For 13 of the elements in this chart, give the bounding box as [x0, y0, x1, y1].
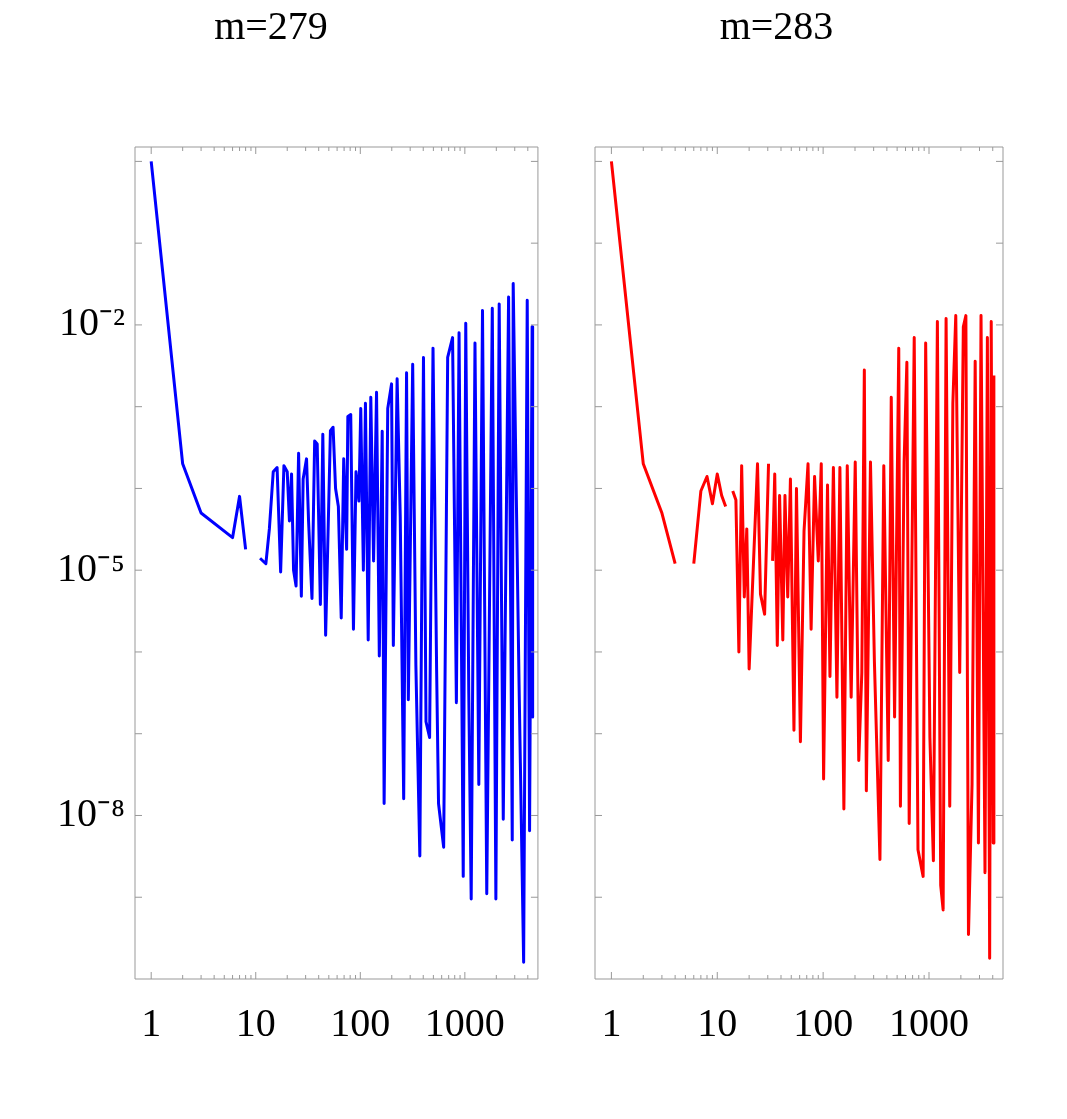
chart-title: m=283 [719, 2, 834, 48]
x-tick-label: 1000 [889, 999, 969, 1045]
y-tick-label: 10⁻⁵ [57, 544, 125, 590]
x-tick-label: 1 [601, 999, 622, 1045]
x-tick-label: 100 [330, 999, 391, 1045]
chart-title: m=279 [214, 2, 328, 48]
x-tick-label: 1000 [424, 999, 505, 1045]
y-tick-label: 10⁻² [59, 299, 125, 345]
x-tick-label: 10 [235, 999, 276, 1045]
x-tick-label: 10 [697, 999, 738, 1045]
y-tick-label: 10⁻⁸ [57, 789, 125, 835]
x-tick-label: 1 [141, 999, 162, 1045]
x-tick-label: 100 [793, 999, 854, 1045]
